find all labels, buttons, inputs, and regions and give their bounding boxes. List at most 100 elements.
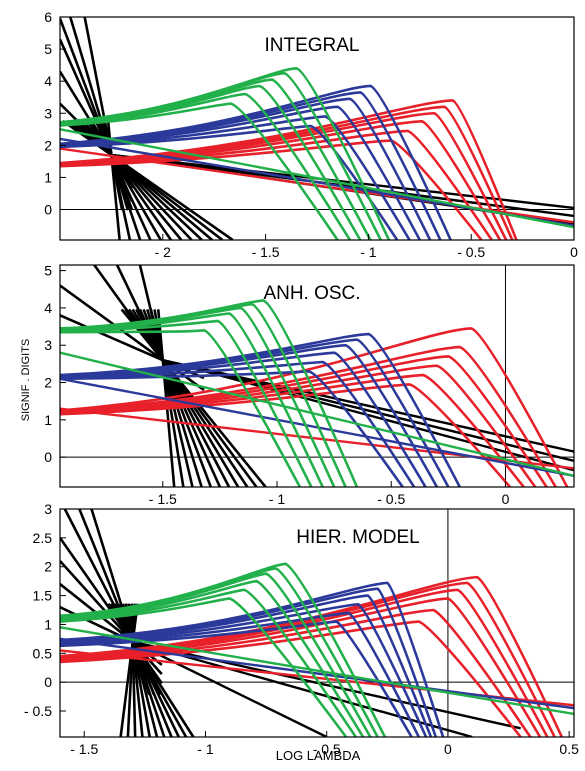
series-curve	[60, 364, 537, 487]
series-curve	[60, 84, 452, 240]
black-line	[60, 560, 134, 643]
panel-frame	[59, 264, 575, 488]
black-line	[110, 154, 142, 240]
x-tick-label: - 0.5	[457, 244, 485, 260]
panel-frame	[59, 508, 575, 738]
series-curve	[60, 360, 416, 487]
y-tick-label: 0	[44, 449, 52, 465]
y-tick-label: 6	[44, 9, 52, 25]
series-group-2	[60, 581, 574, 737]
black-line	[110, 154, 132, 240]
series-curve	[60, 383, 512, 487]
series-curve	[60, 343, 439, 487]
y-tick-label: 0	[44, 674, 52, 690]
black-line	[110, 154, 183, 240]
panel-1: 0 1 2 3 4 5 6 - 2 - 1.5 - 1 - 0.5 0 INTEGRAL	[44, 9, 578, 260]
y-axis-label: SIGNIF . DIGITS	[20, 339, 32, 422]
y-tick-label: 2	[44, 137, 52, 153]
x-tick-label: - 0.5	[313, 741, 341, 757]
series-curve	[60, 562, 387, 737]
plot-area	[60, 509, 574, 737]
series-tail-line	[60, 377, 574, 477]
black-line	[110, 154, 193, 240]
x-tick-label: 0	[502, 491, 510, 507]
series-group-1	[60, 99, 574, 240]
series-curve	[60, 373, 525, 487]
series-tail-line	[60, 407, 574, 470]
x-axis-label: LOG LAMBDA	[276, 748, 361, 763]
y-tick-label: 3	[44, 337, 52, 353]
series-tail-line	[60, 128, 574, 229]
black-line	[161, 360, 176, 487]
series-tail-line	[60, 351, 574, 477]
y-tick-label: 1.5	[33, 588, 53, 604]
series-curve	[60, 345, 557, 487]
series-curve	[60, 102, 339, 240]
x-tick-label: - 1.5	[149, 491, 177, 507]
series-tail-line	[60, 637, 574, 710]
y-tick-label: 4	[44, 300, 52, 316]
panel-2: 0 1 2 3 4 5 - 1.5 - 1 - 0.5 0 ANH. OSC.	[44, 263, 575, 507]
y-tick-label: 3	[44, 501, 52, 517]
series-curve	[60, 115, 411, 240]
y-tick-label: 2	[44, 559, 52, 575]
series-curve	[60, 581, 556, 737]
y-tick-label: 5	[44, 263, 52, 279]
y-tick-label: 3	[44, 105, 52, 121]
y-tick-label: 5	[44, 41, 52, 57]
series-curve	[60, 338, 450, 487]
series-curve	[60, 119, 502, 240]
series-curve	[60, 587, 438, 737]
black-line	[132, 640, 328, 737]
series-curve	[60, 581, 445, 737]
series-curve	[60, 92, 351, 240]
series-curve	[60, 332, 461, 487]
series-curve	[60, 99, 518, 240]
series-group-1	[60, 327, 574, 487]
series-curve	[60, 328, 302, 487]
x-tick-label: - 1	[360, 244, 377, 260]
y-tick-label: 1	[44, 169, 52, 185]
series-group-3	[60, 562, 574, 737]
panel-frame	[59, 16, 575, 241]
x-tick-label: - 2	[155, 244, 172, 260]
series-curve	[60, 97, 432, 240]
black-line	[132, 640, 473, 737]
x-tick-label: - 1.5	[70, 741, 98, 757]
y-tick-label: 4	[44, 73, 52, 89]
series-group-3	[60, 67, 574, 240]
y-tick-label: 1	[44, 616, 52, 632]
series-curve	[60, 608, 532, 737]
y-tick-label: 2.5	[33, 530, 53, 546]
x-tick-label: - 1	[269, 491, 286, 507]
series-curve	[60, 575, 564, 737]
x-tick-label: 0	[570, 244, 578, 260]
series-curve	[60, 588, 357, 737]
y-tick-label: 1	[44, 412, 52, 428]
series-curve	[60, 105, 421, 240]
black-line	[110, 154, 173, 240]
x-tick-label: - 1	[197, 741, 214, 757]
x-tick-label: - 1.5	[252, 244, 280, 260]
series-curve	[60, 111, 508, 240]
y-tick-label: 0.5	[33, 645, 53, 661]
panel-3: - 0.5 0 0.5 1 1.5 2 2.5 3 - 1.5 - 1 - 0.5 0 0.5 HIER.…	[24, 501, 579, 757]
x-tick-label: 0.5	[559, 741, 579, 757]
black-line	[162, 358, 574, 472]
x-tick-label: 0	[444, 741, 452, 757]
series-curve	[60, 91, 442, 240]
panel-title: HIER. MODEL	[296, 527, 420, 548]
black-line-extension	[156, 309, 165, 361]
series-curve	[60, 588, 549, 737]
black-line	[60, 284, 164, 362]
black-line	[161, 359, 185, 487]
black-line	[110, 154, 152, 240]
plot-area	[60, 265, 574, 487]
y-tick-label: 0	[44, 202, 52, 218]
x-tick-label: - 0.5	[377, 491, 405, 507]
series-curve	[60, 355, 548, 487]
series-curve	[60, 579, 365, 737]
plot-area	[60, 17, 574, 240]
